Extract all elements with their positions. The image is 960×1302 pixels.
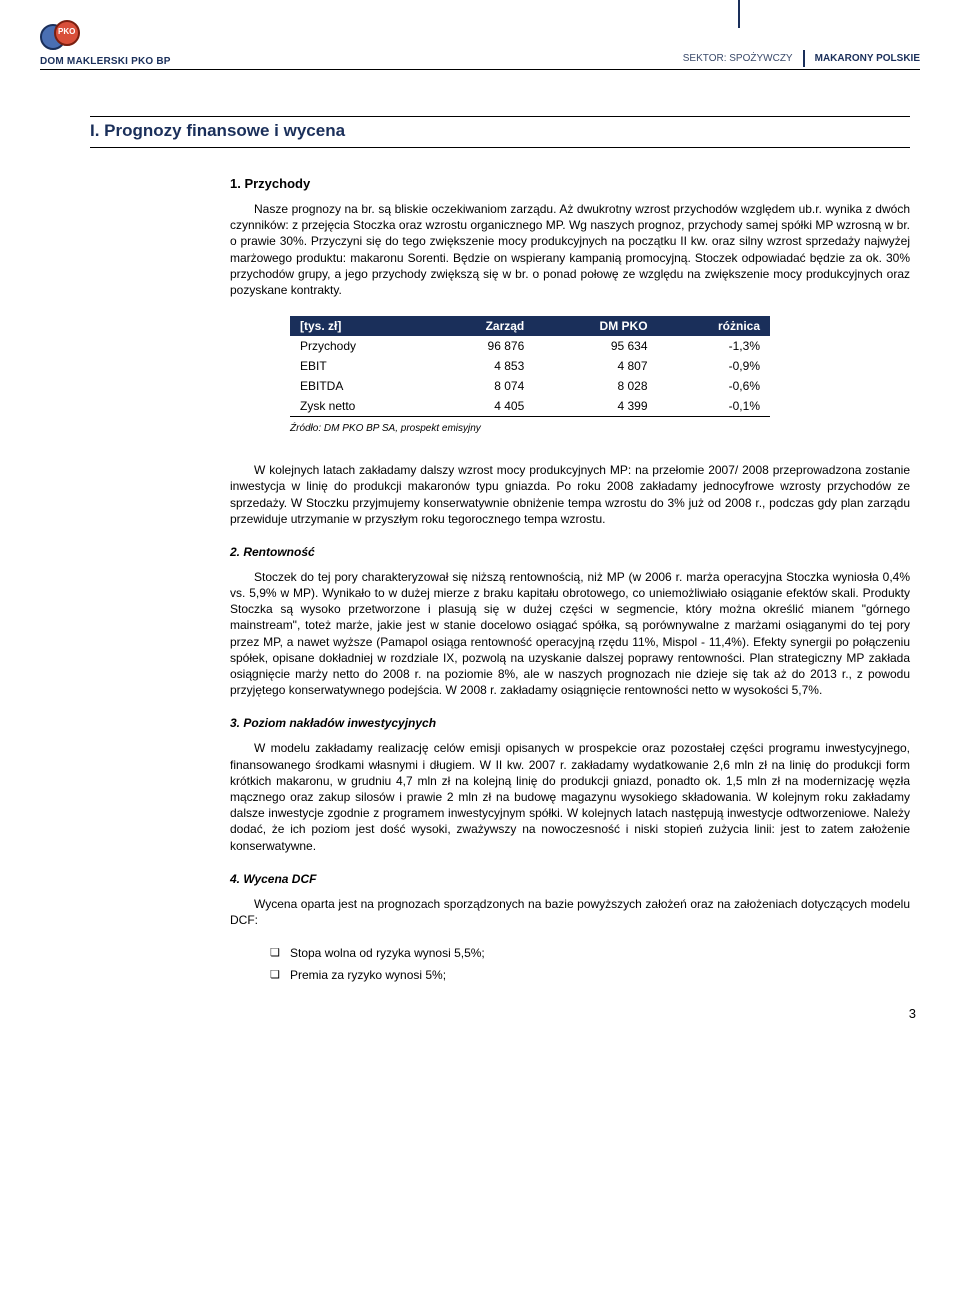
cell: EBITDA [290,376,428,396]
cell: 4 807 [534,356,657,376]
table-row: EBIT 4 853 4 807 -0,9% [290,356,770,376]
subsection-4-title: 4. Wycena DCF [230,872,910,886]
sector-block: SEKTOR: SPOŻYWCZY MAKARONY POLSKIE [683,50,920,67]
subsection-3-para: W modelu zakładamy realizację celów emis… [230,740,910,853]
cell: -0,6% [658,376,770,396]
subsection-1-title: 1. Przychody [230,176,910,191]
cell: -1,3% [658,336,770,356]
pko-logo-icon: PKO [40,18,84,54]
col-header: Zarząd [428,316,534,336]
col-header: [tys. zł] [290,316,428,336]
cell: 8 074 [428,376,534,396]
cell: -0,9% [658,356,770,376]
table-header-row: [tys. zł] Zarząd DM PKO różnica [290,316,770,336]
cell: 8 028 [534,376,657,396]
cell: 4 853 [428,356,534,376]
table-row: Przychody 96 876 95 634 -1,3% [290,336,770,356]
header-divider [738,0,740,28]
table-source: Źródło: DM PKO BP SA, prospekt emisyjny [290,423,910,434]
list-item: Stopa wolna od ryzyka wynosi 5,5%; [270,946,910,960]
logo-badge-text: PKO [58,27,75,36]
subsection-2-para: Stoczek do tej pory charakteryzował się … [230,569,910,699]
list-item: Premia za ryzyko wynosi 5%; [270,968,910,982]
table-row: Zysk netto 4 405 4 399 -0,1% [290,396,770,417]
cell: 4 405 [428,396,534,417]
section-title: I. Prognozy finansowe i wycena [90,116,910,148]
cell: Zysk netto [290,396,428,417]
cell: EBIT [290,356,428,376]
col-header: różnica [658,316,770,336]
dcf-bullets: Stopa wolna od ryzyka wynosi 5,5%; Premi… [270,946,910,982]
cell: -0,1% [658,396,770,417]
table-row: EBITDA 8 074 8 028 -0,6% [290,376,770,396]
logo-block: PKO DOM MAKLERSKI PKO BP [40,18,171,67]
subsection-2-title: 2. Rentowność [230,545,910,559]
cell: Przychody [290,336,428,356]
col-header: DM PKO [534,316,657,336]
subsection-4-para: Wycena oparta jest na prognozach sporząd… [230,896,910,928]
page-header: PKO DOM MAKLERSKI PKO BP SEKTOR: SPOŻYWC… [40,18,920,70]
cell: 95 634 [534,336,657,356]
subsection-3-title: 3. Poziom nakładów inwestycyjnych [230,716,910,730]
sector-label: SEKTOR: SPOŻYWCZY [683,50,805,67]
cell: 4 399 [534,396,657,417]
logo-label: DOM MAKLERSKI PKO BP [40,56,171,67]
page-number: 3 [40,1006,920,1021]
para-after-table: W kolejnych latach zakładamy dalszy wzro… [230,462,910,527]
cell: 96 876 [428,336,534,356]
company-name: MAKARONY POLSKIE [805,50,920,67]
financial-table: [tys. zł] Zarząd DM PKO różnica Przychod… [290,316,770,417]
subsection-1-para: Nasze prognozy na br. są bliskie oczekiw… [230,201,910,298]
content: I. Prognozy finansowe i wycena 1. Przych… [40,76,920,982]
